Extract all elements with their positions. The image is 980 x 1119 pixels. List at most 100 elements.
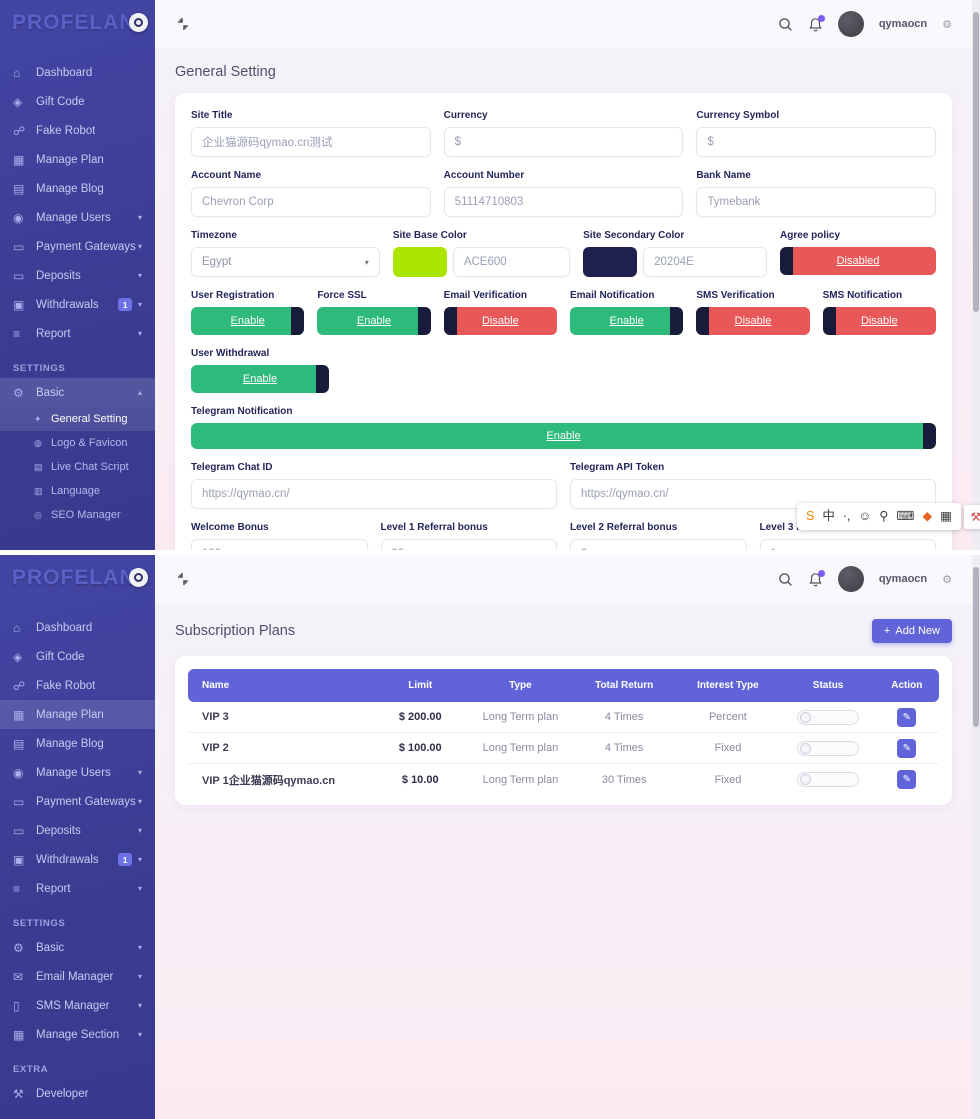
edit-button[interactable]: ✎ [897, 707, 917, 727]
sidebar-item[interactable]: ⌂ Dashboard [0, 58, 155, 87]
currency-symbol-input[interactable]: $ [696, 127, 937, 157]
telegram-chat-id-input[interactable]: https://qymao.cn/ [191, 479, 557, 509]
welcome-bonus-input[interactable]: 100 [191, 539, 368, 550]
sidebar-item[interactable]: ▣ Withdrawals 1 ▾ [0, 845, 155, 874]
sidebar-item[interactable]: ▦ Manage Plan [0, 700, 155, 729]
site-title-input[interactable]: 企业猫源码qymao.cn测试 [191, 127, 431, 157]
plan-name: VIP 2 [202, 742, 229, 754]
scrollbar[interactable] [972, 0, 980, 550]
sidebar-item[interactable]: ▦ Manage Section ▾ [0, 1020, 155, 1049]
telegram-api-token-input[interactable]: https://qymao.cn/ [570, 479, 936, 509]
chinese-mode-icon[interactable]: 中 [822, 509, 835, 524]
sidebar-collapse-icon[interactable] [175, 571, 191, 587]
search-icon[interactable] [778, 17, 793, 32]
agree-policy-toggle[interactable]: Disabled [780, 247, 937, 275]
punctuation-icon[interactable]: ·, [842, 509, 851, 524]
status-toggle[interactable] [797, 709, 860, 725]
clipboard-icon[interactable]: ◆ [922, 509, 933, 524]
field-label: Agree policy [780, 230, 841, 241]
sidebar-item[interactable]: ☍ Fake Robot [0, 116, 155, 145]
account-name-input[interactable]: Chevron Corp [191, 187, 431, 217]
scrollbar-thumb[interactable] [973, 12, 979, 312]
ime-settings-wrench-icon[interactable]: ⚒ [963, 504, 980, 529]
grid-icon[interactable]: ▦ [940, 509, 952, 524]
sms-notification-toggle[interactable]: Disable [822, 307, 936, 335]
gift-code-icon: ◈ [13, 94, 23, 109]
sidebar-item[interactable]: ✉ Email Manager ▾ [0, 962, 155, 991]
user-withdrawal-toggle[interactable]: Enable [191, 365, 329, 393]
sidebar-item[interactable]: ◈ Gift Code [0, 642, 155, 671]
sidebar-item[interactable]: ◉ Manage Users ▾ [0, 203, 155, 232]
sogou-logo-icon[interactable]: S [806, 509, 815, 524]
edit-button[interactable]: ✎ [897, 738, 917, 758]
sms-verification-toggle[interactable]: Disable [696, 307, 810, 335]
sidebar-item[interactable]: ▭ Payment Gateways ▾ [0, 787, 155, 816]
scrollbar[interactable] [972, 555, 980, 1119]
emoji-icon[interactable]: ☺ [858, 509, 872, 524]
sidebar-item[interactable]: ▦ Manage Plan [0, 145, 155, 174]
level1-referral-input[interactable]: 30 [380, 539, 557, 550]
base-color-input[interactable]: ACE600 [452, 247, 571, 277]
avatar[interactable] [837, 566, 864, 592]
sidebar-item[interactable]: ▤ Live Chat Script [0, 455, 155, 479]
force-ssl-toggle[interactable]: Enable [317, 307, 431, 335]
scrollbar-thumb[interactable] [973, 567, 979, 727]
sidebar-item[interactable]: ▯ SMS Manager ▾ [0, 991, 155, 1020]
page-title: General Setting [175, 64, 276, 80]
account-number-input[interactable]: 51114710803 [443, 187, 684, 217]
search-icon[interactable] [778, 572, 793, 587]
table-body: VIP 3 $ 200.00 Long Term plan 4 Times Pe… [188, 702, 939, 795]
sidebar-item-label: Fake Robot [36, 679, 96, 692]
timezone-select[interactable]: Egypt ▾ [191, 247, 380, 277]
secondary-color-swatch[interactable] [583, 247, 638, 277]
notifications-bell-icon[interactable] [808, 14, 825, 32]
sidebar-item[interactable]: ⚙ Basic ▴ [0, 378, 155, 407]
sidebar-item[interactable]: ◍ Logo & Favicon [0, 431, 155, 455]
avatar[interactable] [837, 11, 864, 37]
currency-input[interactable]: $ [443, 127, 684, 157]
basic-settings-icon: ⚙ [13, 940, 24, 955]
bank-name-input[interactable]: Tymebank [696, 187, 937, 217]
sidebar-pin-button[interactable] [129, 568, 148, 587]
sidebar-item[interactable]: ▭ Deposits ▾ [0, 261, 155, 290]
email-notification-toggle[interactable]: Enable [569, 307, 684, 335]
manage-plan-icon: ▦ [13, 707, 25, 722]
sidebar-collapse-icon[interactable] [175, 16, 191, 32]
sidebar-item[interactable]: ▭ Payment Gateways ▾ [0, 232, 155, 261]
secondary-color-input[interactable]: 20204E [643, 247, 768, 277]
sidebar-item[interactable]: ◈ Gift Code [0, 87, 155, 116]
content: General Setting Site Title 企业猫源码qymao.cn… [155, 48, 972, 550]
sidebar-item[interactable]: ▥ Language [0, 479, 155, 503]
status-toggle[interactable] [797, 740, 860, 756]
sidebar-item[interactable]: ⌂ Dashboard [0, 613, 155, 642]
keyboard-icon[interactable]: ⌨ [896, 509, 915, 524]
user-settings-gear-icon[interactable]: ⚙ [942, 573, 952, 586]
sidebar-item[interactable]: ⚙ Basic ▾ [0, 933, 155, 962]
base-color-swatch[interactable] [392, 247, 447, 277]
email-verification-toggle[interactable]: Disable [443, 307, 557, 335]
sidebar-item[interactable]: ▣ Withdrawals 1 ▾ [0, 290, 155, 319]
sidebar-item[interactable]: ◎ SEO Manager [0, 503, 155, 527]
voice-input-icon[interactable]: ⚲ [879, 509, 889, 524]
sidebar-item[interactable]: ≡ Report ▾ [0, 319, 155, 348]
status-toggle[interactable] [797, 772, 860, 787]
sidebar-item[interactable]: ◉ Manage Users ▾ [0, 758, 155, 787]
ime-toolbar: S 中 ·, ☺ ⚲ ⌨ ◆ ▦ ⚒ [797, 503, 980, 530]
sidebar-item[interactable]: ⚒ Developer [0, 1079, 155, 1108]
field-label: Site Title [191, 110, 233, 121]
sidebar-item[interactable]: ✦ General Setting [0, 407, 155, 431]
user-registration-toggle[interactable]: Enable [191, 307, 305, 335]
sidebar-item[interactable]: ☍ Fake Robot [0, 671, 155, 700]
telegram-notification-toggle[interactable]: Enable [191, 423, 936, 449]
level2-referral-input[interactable]: 3 [570, 539, 747, 550]
edit-button[interactable]: ✎ [897, 770, 917, 789]
notifications-bell-icon[interactable] [808, 569, 825, 587]
sidebar-item[interactable]: ≡ Report ▾ [0, 874, 155, 903]
user-settings-gear-icon[interactable]: ⚙ [942, 18, 952, 31]
sidebar-item[interactable]: ▤ Manage Blog [0, 729, 155, 758]
level3-referral-input[interactable]: 1 [759, 539, 936, 550]
sidebar-pin-button[interactable] [129, 13, 148, 32]
sidebar-item[interactable]: ▭ Deposits ▾ [0, 816, 155, 845]
add-new-button[interactable]: + Add New [871, 619, 952, 643]
sidebar-item[interactable]: ▤ Manage Blog [0, 174, 155, 203]
